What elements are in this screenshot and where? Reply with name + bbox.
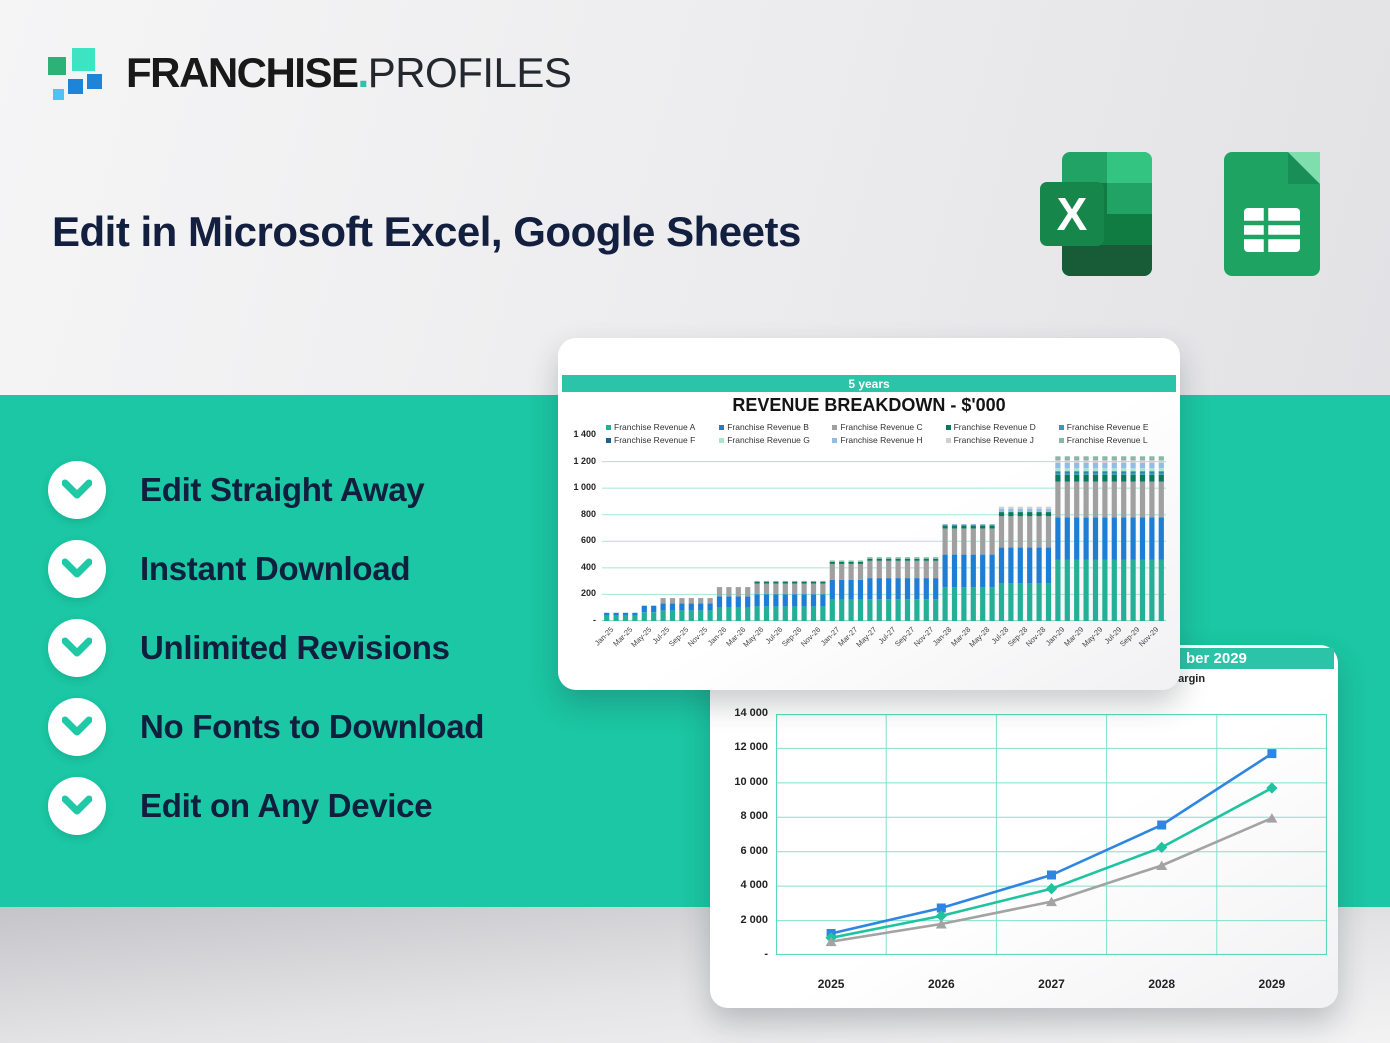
chevron-down-icon: [48, 540, 106, 598]
x-axis-tick-label: 2028: [1148, 977, 1176, 991]
legend-item: Franchise Revenue B: [719, 422, 832, 432]
chevron-down-icon: [48, 619, 106, 677]
feature-item: Instant Download: [48, 540, 484, 598]
feature-label: No Fonts to Download: [140, 708, 485, 745]
feature-item: Edit on Any Device: [48, 777, 484, 835]
google-sheets-icon: [1224, 152, 1320, 276]
line-chart-svg: [775, 713, 1328, 956]
x-axis-tick-label: 2029: [1258, 977, 1286, 991]
feature-list: Edit Straight Away Instant Download Unli…: [48, 461, 484, 835]
feature-item: No Fonts to Download: [48, 698, 484, 756]
logo-square-green: [48, 57, 66, 75]
legend-swatch: [832, 437, 838, 443]
line-chart-plot: [775, 713, 1328, 956]
legend-item: Franchise Revenue H: [832, 435, 945, 445]
headline: Edit in Microsoft Excel, Google Sheets: [52, 208, 801, 255]
legend-label: Franchise Revenue A: [614, 422, 696, 432]
legend-swatch: [719, 437, 725, 443]
feature-item: Unlimited Revisions: [48, 619, 484, 677]
feature-label: Edit Straight Away: [140, 471, 425, 508]
logo-square-teal: [72, 48, 95, 71]
bar-chart-svg: [602, 456, 1166, 621]
card-header-label: ber 2029: [1186, 650, 1247, 667]
y-axis-tick-label: 4 000: [740, 879, 768, 892]
chevron-down-icon: [48, 698, 106, 756]
legend-swatch: [945, 424, 951, 430]
logo-square-blue: [87, 74, 102, 89]
y-axis-tick-label: 600: [580, 535, 596, 546]
brand-logo: FRANCHISE.PROFILES: [48, 45, 572, 103]
legend-label: Franchise Revenue L: [1066, 435, 1148, 445]
legend-label: Franchise Revenue G: [727, 435, 810, 445]
legend-swatch: [606, 437, 611, 443]
logo-text-dot: .: [357, 49, 370, 96]
y-axis-tick-label: 8 000: [740, 810, 768, 823]
card-header-bar: 5 years: [562, 375, 1176, 392]
app-icons: X: [1040, 152, 1320, 276]
revenue-breakdown-card: 5 years REVENUE BREAKDOWN - $'000 Franch…: [558, 338, 1180, 690]
legend-item: Franchise Revenue A: [606, 422, 719, 432]
brand-logo-text: FRANCHISE.PROFILES: [126, 45, 572, 101]
feature-label: Instant Download: [140, 550, 411, 587]
y-axis-tick-label: 2 000: [740, 913, 768, 926]
excel-icon: X: [1040, 152, 1152, 276]
chevron-down-icon: [48, 777, 106, 835]
legend-item: Franchise Revenue D: [945, 422, 1059, 432]
logo-square-lightblue: [53, 89, 64, 100]
y-axis-tick-label: 1 400: [573, 429, 596, 439]
chart-title: REVENUE BREAKDOWN - $'000: [732, 395, 1006, 415]
legend-swatch: [1058, 437, 1064, 443]
y-axis-tick-label: 12 000: [734, 741, 768, 754]
x-axis-tick-label: 2025: [817, 977, 845, 991]
legend-item: Franchise Revenue E: [1058, 422, 1172, 432]
legend-label: Franchise Revenue F: [614, 435, 696, 445]
x-axis-tick-label: 2026: [927, 977, 955, 991]
legend-label: Franchise Revenue D: [953, 422, 1036, 432]
legend-swatch: [606, 424, 611, 430]
legend-label: Franchise Revenue J: [953, 435, 1034, 445]
y-axis-tick-label: -: [764, 948, 768, 960]
logo-text-light: PROFILES: [367, 49, 572, 96]
logo-square-blue: [68, 79, 83, 94]
y-axis-tick-label: 400: [580, 561, 596, 572]
legend-item: Franchise Revenue G: [719, 435, 832, 445]
x-axis-tick-label: 2027: [1038, 977, 1065, 991]
y-axis-tick-label: 1 200: [573, 455, 596, 466]
legend-item: Franchise Revenue F: [606, 435, 719, 445]
y-axis-tick-label: 10 000: [734, 775, 768, 788]
legend-swatch: [832, 424, 838, 430]
logo-text-bold: FRANCHISE: [126, 49, 359, 96]
legend-swatch: [1058, 424, 1064, 430]
legend-item: Franchise Revenue L: [1058, 435, 1172, 445]
legend-swatch: [719, 424, 725, 430]
y-axis-tick-label: 6 000: [740, 844, 768, 857]
feature-item: Edit Straight Away: [48, 461, 484, 519]
bar-chart-plot: [602, 435, 1166, 621]
legend-label: Franchise Revenue B: [727, 422, 809, 432]
y-axis-tick-label: -: [593, 615, 596, 625]
brand-logo-icon: [48, 45, 106, 103]
y-axis-tick-label: 800: [580, 508, 596, 519]
chevron-down-icon: [48, 461, 106, 519]
chart-legend: Franchise Revenue A Franchise Revenue B Fr…: [606, 422, 1172, 445]
feature-label: Edit on Any Device: [140, 787, 433, 824]
legend-item: Franchise Revenue J: [945, 435, 1059, 445]
background-top: [0, 0, 1390, 395]
y-axis-tick-label: 200: [580, 588, 596, 599]
legend-item: Franchise Revenue C: [832, 422, 945, 432]
feature-label: Unlimited Revisions: [140, 629, 450, 666]
legend-label: Franchise Revenue C: [840, 422, 923, 432]
card-header-label: 5 years: [848, 376, 890, 391]
svg-text:X: X: [1057, 188, 1088, 240]
y-axis-tick-label: 1 000: [573, 482, 596, 493]
legend-label: Franchise Revenue H: [840, 435, 923, 445]
legend-label: Franchise Revenue E: [1066, 422, 1149, 432]
legend-swatch: [945, 437, 951, 443]
y-axis-tick-label: 14 000: [734, 707, 768, 719]
